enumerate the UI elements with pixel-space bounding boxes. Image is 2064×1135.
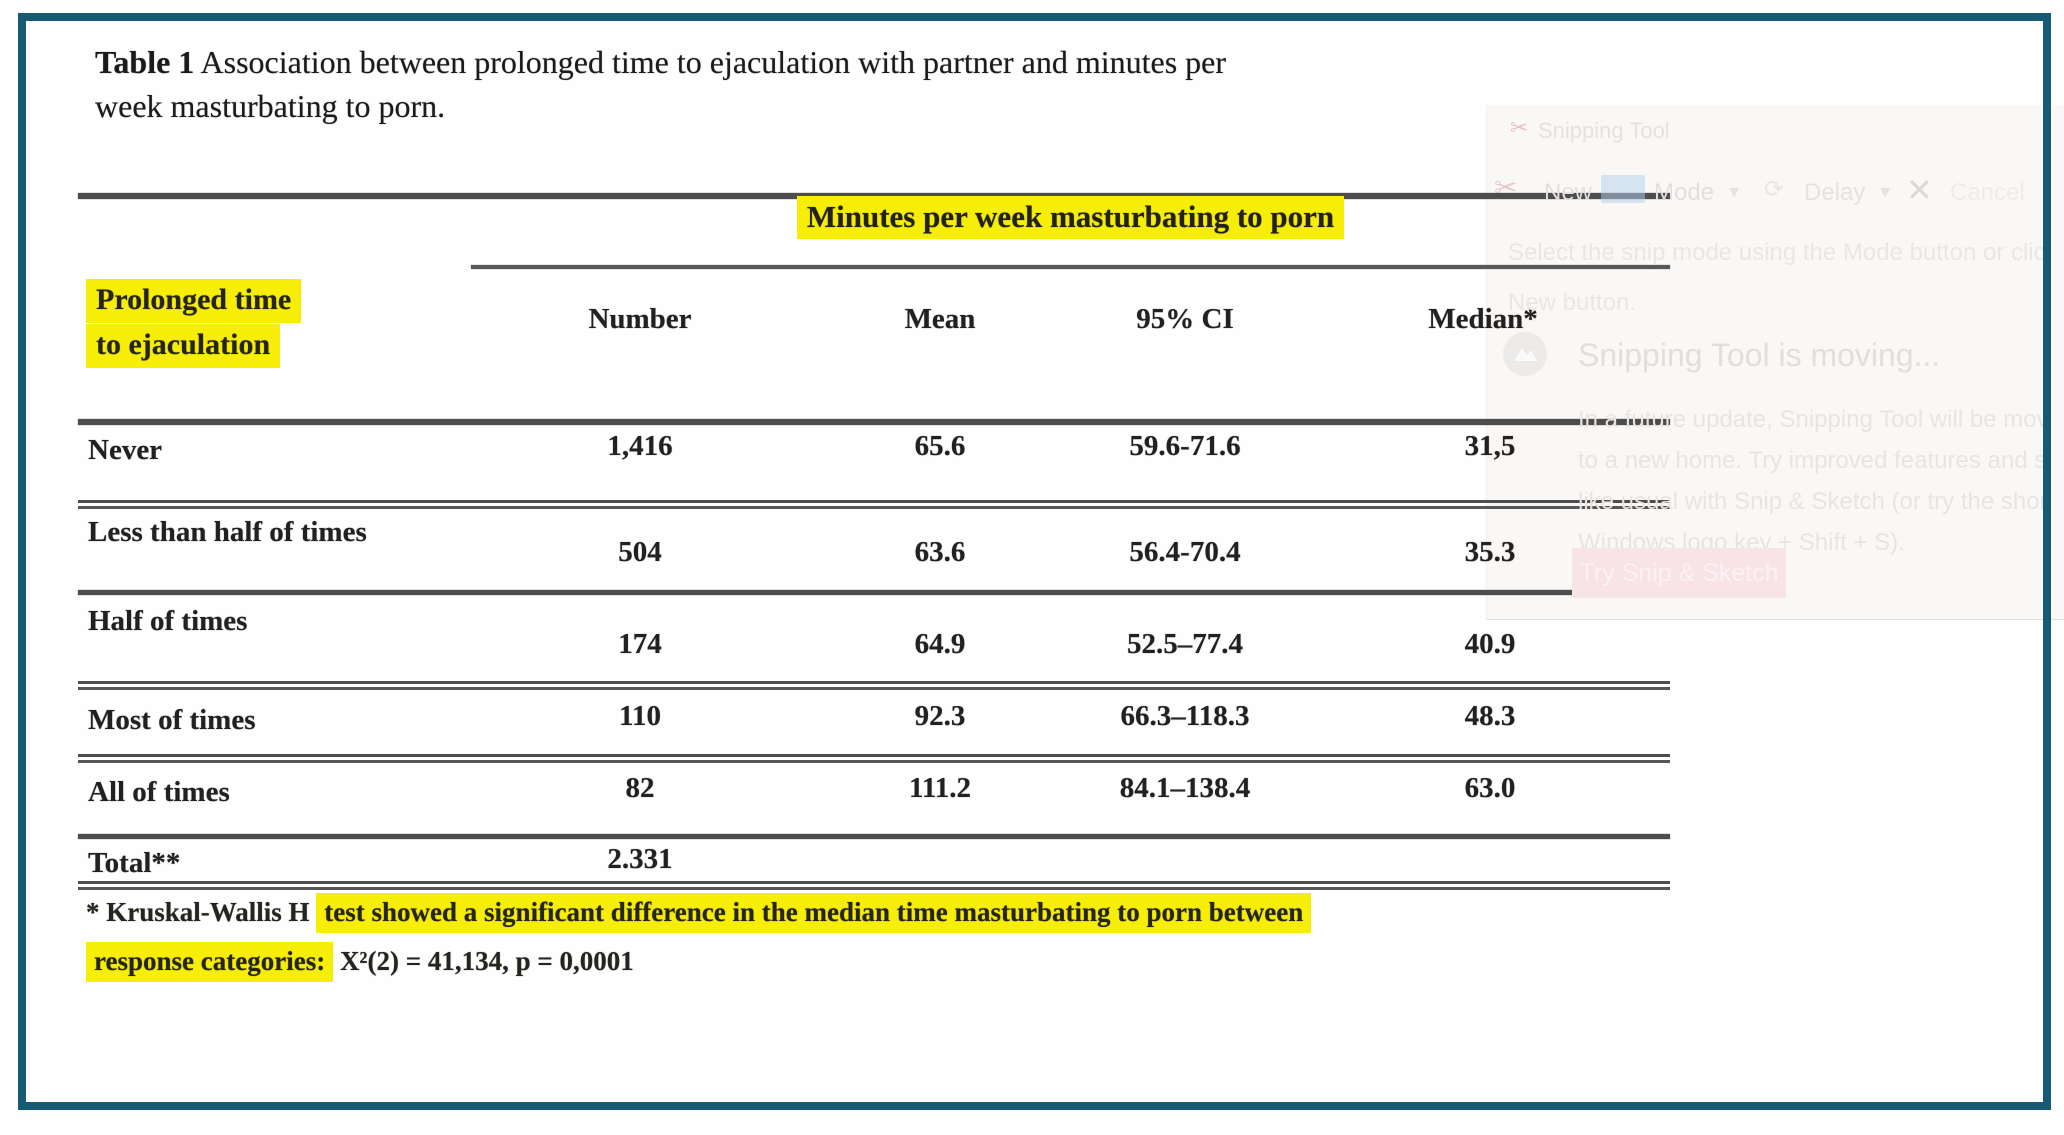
row-label: Half of times [88,605,248,637]
col-header-mean: Mean [904,303,976,335]
cell-median: 35.3 [1464,536,1516,568]
rule-bottom [78,881,1670,890]
cell-number: 504 [618,536,662,568]
row-header-line2: to ejaculation [86,324,281,368]
table-caption-text-line2: week masturbating to porn. [95,88,446,124]
cancel-button[interactable]: Cancel [1950,179,2025,206]
cell-median: 48.3 [1464,700,1516,732]
moving-notice-body-line: like usual with Snip & Sketch (or try th… [1578,488,2045,515]
cell-number: 1,416 [607,430,673,462]
row-group-header: Prolonged time to ejaculation [86,279,302,369]
footnote-statistic: X²(2) = 41,134, p = 0,0001 [333,946,634,976]
cell-mean: 63.6 [914,536,966,568]
cell-number: 82 [625,772,655,804]
delay-dropdown-caret-icon[interactable]: ▾ [1880,181,1891,203]
moving-notice-title: Snipping Tool is moving... [1578,337,1941,373]
col-header-ci: 95% CI [1136,303,1234,335]
rule-after-never [78,500,1670,509]
moving-notice-body-line: In a future update, Snipping Tool will b… [1578,406,2045,433]
footnote-line1: * Kruskal-Wallis H test showed a signifi… [86,893,1312,933]
cell-number: 174 [618,628,662,660]
mode-button[interactable]: Mode [1654,179,1715,206]
row-label: Never [88,434,163,466]
window-title: Snipping Tool [1538,118,1670,143]
footnote-line2: response categories: X²(2) = 41,134, p =… [86,942,634,982]
rule-subheader [471,265,1670,269]
row-label: Less than half of times [88,516,367,548]
snip-hint-text-line2: New button. [1508,289,1637,316]
cell-mean: 65.6 [914,430,966,462]
table-caption-number: Table 1 [95,44,195,80]
new-snip-icon: ✂ [1494,172,1518,203]
spanning-column-header: Minutes per week masturbating to porn [471,196,1670,239]
snipping-tool-window [1486,105,2064,620]
footnote-highlight-2: response categories: [86,942,334,982]
total-number: 2.331 [607,843,673,875]
table-caption-text: Association between prolonged time to ej… [194,44,1227,80]
delay-button[interactable]: Delay [1804,179,1866,206]
moving-notice-body-line: to a new home. Try improved features and… [1578,447,2045,474]
cell-ci: 66.3–118.3 [1120,700,1250,732]
row-header-line1: Prolonged time [86,279,302,323]
total-label: Total** [88,847,181,879]
new-button[interactable]: New [1544,179,1593,206]
cell-mean: 64.9 [914,628,966,660]
cell-ci: 59.6-71.6 [1129,430,1241,462]
cell-mean: 111.2 [908,772,972,804]
footnote-prefix: * Kruskal-Wallis H [86,897,317,927]
cell-ci: 56.4-70.4 [1129,536,1241,568]
cancel-x-icon[interactable]: ✕ [1906,172,1933,208]
cell-median: 31,5 [1464,430,1516,462]
spanning-header-highlight: Minutes per week masturbating to porn [796,196,1345,239]
snipping-tool-overlay: ✂ Snipping Tool ✂ New Mode ▾ ⟳ Delay ▾ ✕… [1486,105,2045,620]
table-caption: Table 1 Association between prolonged ti… [95,40,1655,128]
footnote-highlight-1: test showed a significant difference in … [316,893,1312,933]
snipping-tool-app-icon: ✂ [1510,115,1529,140]
cell-median: 63.0 [1464,772,1516,804]
rule-after-lessthanhalf [78,590,1670,595]
col-header-number: Number [588,303,692,335]
col-header-median: Median* [1428,303,1538,335]
cell-number: 110 [619,700,661,732]
cell-mean: 92.3 [914,700,966,732]
rule-after-mostoftimes [78,754,1670,763]
row-label: All of times [88,776,230,808]
rule-after-halfoftimes [78,681,1670,690]
row-label: Most of times [88,704,256,736]
cell-ci: 84.1–138.4 [1119,772,1251,804]
try-snip-sketch-button[interactable]: Try Snip & Sketch [1572,548,1786,598]
mode-icon [1601,175,1645,203]
cell-ci: 52.5–77.4 [1127,628,1243,660]
snip-hint-text-line1: Select the snip mode using the Mode butt… [1508,239,2045,266]
mode-dropdown-caret-icon[interactable]: ▾ [1729,181,1740,203]
delay-icon: ⟳ [1764,176,1785,203]
cell-median: 40.9 [1464,628,1516,660]
rule-after-alloftimes [78,834,1670,839]
rule-below-colheads [78,419,1670,425]
